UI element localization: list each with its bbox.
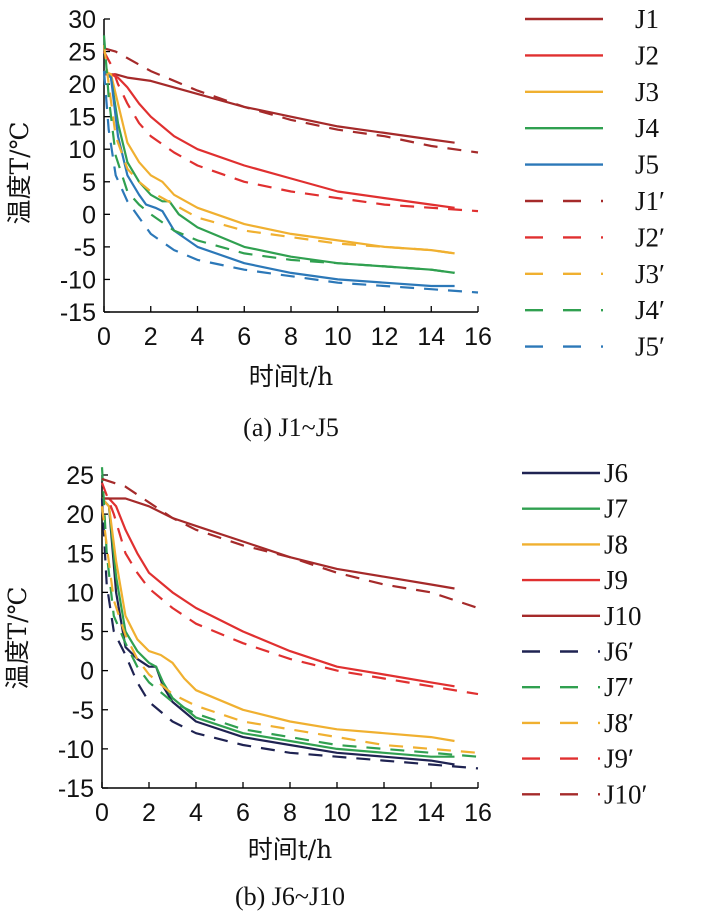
- y-tick-label: 10: [66, 579, 94, 607]
- series-line: [100, 467, 479, 758]
- y-tick-label: 5: [82, 169, 96, 197]
- legend-label: J7: [604, 494, 628, 524]
- legend-label: J10′: [604, 779, 647, 809]
- y-tick-label: 20: [66, 501, 94, 529]
- series-line: [100, 498, 479, 770]
- x-axis-label: 时间t/h: [249, 362, 334, 391]
- series-line: [103, 70, 455, 274]
- series-line: [100, 482, 479, 696]
- y-tick-label: -15: [60, 299, 96, 327]
- y-tick-label: -5: [74, 234, 96, 262]
- x-tick-label: 0: [97, 323, 111, 351]
- y-tick-label: 15: [66, 540, 94, 568]
- x-tick-label: 4: [191, 323, 205, 351]
- series-line: [100, 506, 479, 754]
- y-tick-label: 5: [80, 619, 94, 647]
- y-tick-label: 0: [82, 201, 96, 229]
- y-tick-label: 30: [68, 6, 96, 34]
- series-line: [102, 44, 455, 255]
- y-tick-label: -5: [72, 697, 94, 725]
- series-line: [102, 71, 479, 294]
- x-tick-label: 14: [417, 323, 445, 351]
- x-tick-label: 12: [371, 323, 399, 351]
- y-tick-label: 20: [68, 71, 96, 99]
- legend-label: J3: [635, 77, 659, 107]
- x-tick-label: 16: [464, 799, 492, 827]
- series-line: [101, 497, 455, 766]
- x-tick-label: 16: [464, 323, 492, 351]
- x-axis-label: 时间t/h: [248, 835, 333, 864]
- x-tick-label: 14: [417, 799, 445, 827]
- series-line: [101, 477, 479, 610]
- series-line: [104, 73, 455, 144]
- series-line: [102, 497, 455, 590]
- x-tick-label: 0: [95, 799, 109, 827]
- x-tick-label: 10: [324, 323, 352, 351]
- legend-label: J3′: [635, 259, 665, 289]
- legend-label: J2: [635, 40, 659, 70]
- legend-label: J9: [604, 565, 628, 595]
- y-tick-label: 15: [68, 104, 96, 132]
- series-line: [104, 73, 455, 209]
- series-line: [102, 35, 455, 274]
- legend-label: J4′: [635, 295, 665, 325]
- legend-label: J4: [635, 113, 660, 143]
- x-tick-label: 2: [144, 323, 158, 351]
- x-tick-label: 8: [283, 799, 297, 827]
- y-axis-label: 温度T/℃: [3, 586, 32, 689]
- y-tick-label: -10: [58, 736, 94, 764]
- x-tick-label: 12: [370, 799, 398, 827]
- chart-caption: (b) J6~J10: [235, 882, 345, 911]
- series-line: [103, 47, 479, 154]
- legend-label: J6′: [604, 637, 634, 667]
- chart-caption: (a) J1~J5: [243, 413, 339, 442]
- legend-label: J9′: [604, 744, 634, 774]
- y-tick-label: 10: [68, 136, 96, 164]
- x-tick-label: 6: [237, 323, 251, 351]
- legend-label: J7′: [604, 672, 634, 702]
- x-tick-label: 10: [323, 799, 351, 827]
- legend-label: J8: [604, 529, 628, 559]
- x-tick-label: 4: [189, 799, 203, 827]
- series-line: [103, 51, 479, 213]
- legend-label: J1: [635, 4, 659, 34]
- legend-label: J2′: [635, 222, 665, 252]
- x-tick-label: 8: [284, 323, 298, 351]
- series-line: [103, 70, 455, 255]
- y-tick-label: -15: [58, 775, 94, 803]
- x-tick-label: 2: [142, 799, 156, 827]
- legend-label: J6: [604, 458, 628, 488]
- legend-label: J5′: [635, 332, 665, 362]
- legend-label: J5: [635, 150, 659, 180]
- y-axis-label: 温度T/℃: [5, 121, 34, 224]
- y-tick-label: 0: [80, 658, 94, 686]
- legend-label: J10: [604, 601, 642, 631]
- y-tick-label: 25: [66, 462, 94, 490]
- legend-label: J1′: [635, 186, 665, 216]
- y-tick-label: 25: [68, 39, 96, 67]
- legend-label: J8′: [604, 708, 634, 738]
- series-line: [101, 497, 455, 743]
- series-line: [103, 70, 455, 288]
- y-tick-label: -10: [60, 266, 96, 294]
- x-tick-label: 6: [236, 799, 250, 827]
- series-line: [102, 497, 455, 688]
